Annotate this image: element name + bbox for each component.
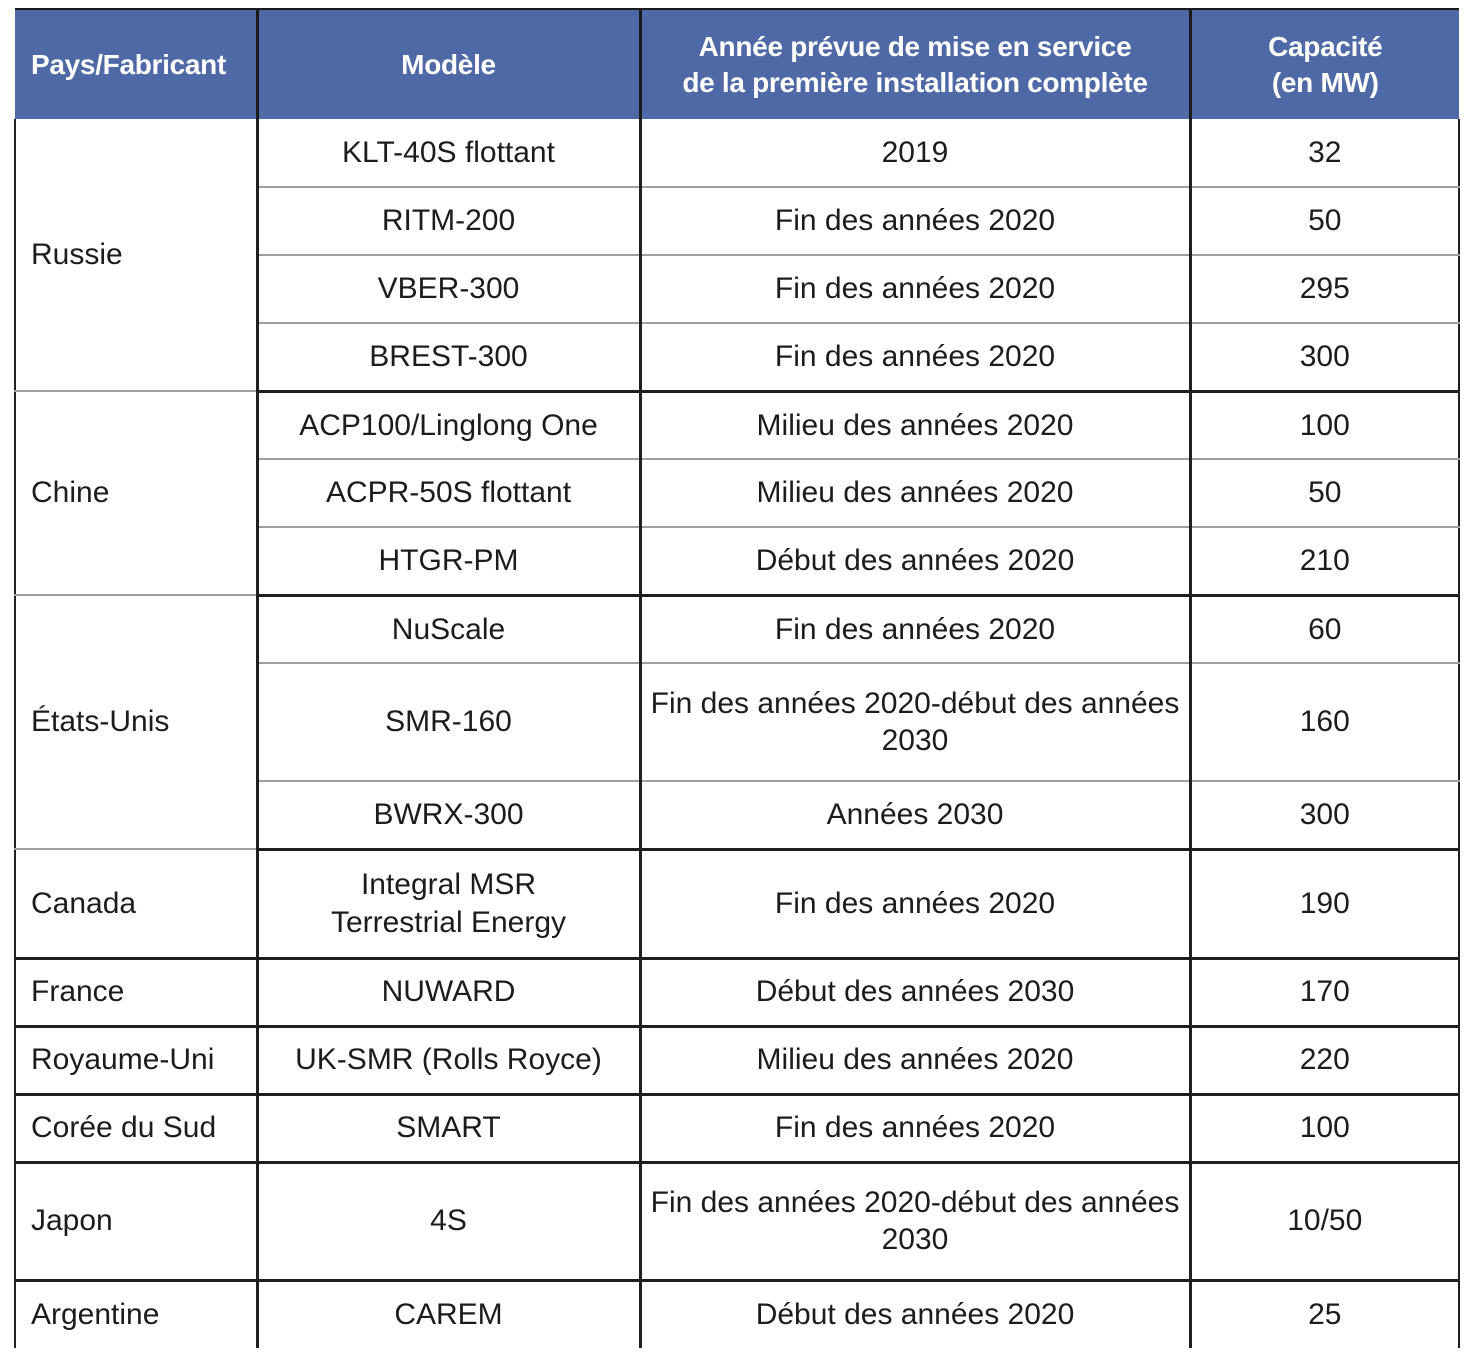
smr-table: Pays/Fabricant Modèle Année prévue de mi…: [14, 8, 1460, 1348]
model-cell: HTGR-PM: [255, 527, 640, 597]
year-cell: Fin des années 2020: [638, 849, 1190, 960]
model-cell: NUWARD: [255, 958, 640, 1028]
year-cell: Fin des années 2020: [638, 323, 1190, 393]
capacity-cell: 300: [1188, 781, 1460, 851]
capacity-cell: 50: [1188, 187, 1460, 256]
capacity-cell: 170: [1188, 958, 1460, 1028]
country-cell-japon: Japon: [14, 1162, 257, 1282]
year-cell: Fin des années 2020: [638, 255, 1190, 324]
year-cell: Milieu des années 2020: [638, 459, 1190, 528]
model-cell: ACPR-50S flottant: [255, 459, 640, 528]
header-capacity-line1: Capacité: [1268, 30, 1383, 62]
model-cell: SMR-160: [255, 663, 640, 782]
model-cell: UK-SMR (Rolls Royce): [255, 1026, 640, 1096]
year-cell: Fin des années 2020: [638, 595, 1190, 664]
table-row: BWRX-300 Années 2030 300: [15, 781, 1460, 851]
capacity-cell: 160: [1188, 663, 1460, 782]
table-row: RITM-200 Fin des années 2020 50: [15, 187, 1460, 256]
header-country: Pays/Fabricant: [15, 8, 257, 119]
year-cell: Années 2030: [638, 781, 1190, 851]
header-capacity-line2: (en MW): [1271, 66, 1379, 98]
table-row: ACPR-50S flottant Milieu des années 2020…: [15, 459, 1460, 528]
table-row: Royaume-Uni UK-SMR (Rolls Royce) Milieu …: [14, 1026, 1460, 1096]
capacity-cell: 295: [1188, 255, 1460, 324]
table-row: SMR-160 Fin des années 2020-début des an…: [15, 663, 1460, 782]
country-cell-france: France: [14, 958, 257, 1028]
header-row: Pays/Fabricant Modèle Année prévue de mi…: [15, 8, 1459, 119]
year-cell: Fin des années 2020-début des années 203…: [638, 1162, 1190, 1282]
year-cell: Fin des années 2020: [638, 1094, 1190, 1164]
header-year-line2: de la première installation complète: [682, 66, 1148, 98]
header-capacity: Capacité (en MW): [1188, 8, 1459, 119]
country-cell-chine: Chine: [14, 391, 257, 596]
capacity-cell: 50: [1188, 459, 1460, 528]
year-cell: Fin des années 2020-début des années 203…: [638, 663, 1190, 782]
capacity-cell: 100: [1188, 1094, 1460, 1164]
table-header: Pays/Fabricant Modèle Année prévue de mi…: [15, 8, 1459, 119]
capacity-cell: 25: [1188, 1280, 1460, 1348]
country-cell-argentine: Argentine: [14, 1280, 257, 1348]
header-model: Modèle: [255, 8, 640, 119]
model-cell: CAREM: [255, 1280, 640, 1348]
table-row: Chine ACP100/Linglong One Milieu des ann…: [14, 391, 1460, 596]
year-cell: Début des années 2020: [638, 527, 1190, 597]
capacity-cell: 220: [1188, 1026, 1460, 1096]
capacity-cell: 190: [1188, 849, 1460, 960]
capacity-cell: 300: [1188, 323, 1460, 393]
year-cell: Début des années 2020: [638, 1280, 1190, 1348]
country-cell-etats-unis: États-Unis: [14, 595, 257, 850]
year-cell: Fin des années 2020: [638, 187, 1190, 256]
model-cell: BWRX-300: [255, 781, 640, 851]
country-cell-royaume-uni: Royaume-Uni: [14, 1026, 257, 1096]
year-cell: Milieu des années 2020: [638, 1026, 1190, 1096]
model-cell: VBER-300: [255, 255, 640, 324]
header-year-line1: Année prévue de mise en service: [698, 30, 1132, 62]
table-row: Canada Integral MSR Terrestrial Energy F…: [14, 849, 1460, 960]
capacity-cell: 210: [1188, 527, 1460, 597]
header-year: Année prévue de mise en service de la pr…: [638, 8, 1190, 119]
year-cell: Milieu des années 2020: [638, 391, 1190, 460]
table-row: HTGR-PM Début des années 2020 210: [15, 527, 1460, 597]
table-row: VBER-300 Fin des années 2020 295: [15, 255, 1460, 324]
country-cell-russie: Russie: [14, 119, 257, 392]
capacity-cell: 100: [1188, 391, 1460, 460]
country-cell-canada: Canada: [14, 849, 257, 960]
table-row: Japon 4S Fin des années 2020-début des a…: [14, 1162, 1460, 1282]
table-row: Russie KLT-40S flottant 2019 32: [14, 119, 1460, 392]
capacity-cell: 60: [1188, 595, 1460, 664]
table-row: BREST-300 Fin des années 2020 300: [15, 323, 1460, 393]
table-row: États-Unis NuScale Fin des années 2020 6…: [14, 595, 1460, 850]
model-cell: Integral MSR Terrestrial Energy: [255, 849, 640, 960]
year-cell: Début des années 2030: [638, 958, 1190, 1028]
model-cell: RITM-200: [255, 187, 640, 256]
model-cell: BREST-300: [255, 323, 640, 393]
country-cell-coree-du-sud: Corée du Sud: [14, 1094, 257, 1164]
model-cell: KLT-40S flottant: [255, 119, 640, 188]
year-cell: 2019: [638, 119, 1190, 188]
smr-table-container: Pays/Fabricant Modèle Année prévue de mi…: [14, 8, 1460, 1348]
capacity-cell: 10/50: [1188, 1162, 1460, 1282]
table-row: Corée du Sud SMART Fin des années 2020 1…: [14, 1094, 1460, 1164]
table-row: Argentine CAREM Début des années 2020 25: [14, 1280, 1460, 1348]
model-cell: NuScale: [255, 595, 640, 664]
model-cell: SMART: [255, 1094, 640, 1164]
table-row: France NUWARD Début des années 2030 170: [14, 958, 1460, 1028]
model-cell: ACP100/Linglong One: [255, 391, 640, 460]
capacity-cell: 32: [1188, 119, 1460, 188]
model-cell: 4S: [255, 1162, 640, 1282]
